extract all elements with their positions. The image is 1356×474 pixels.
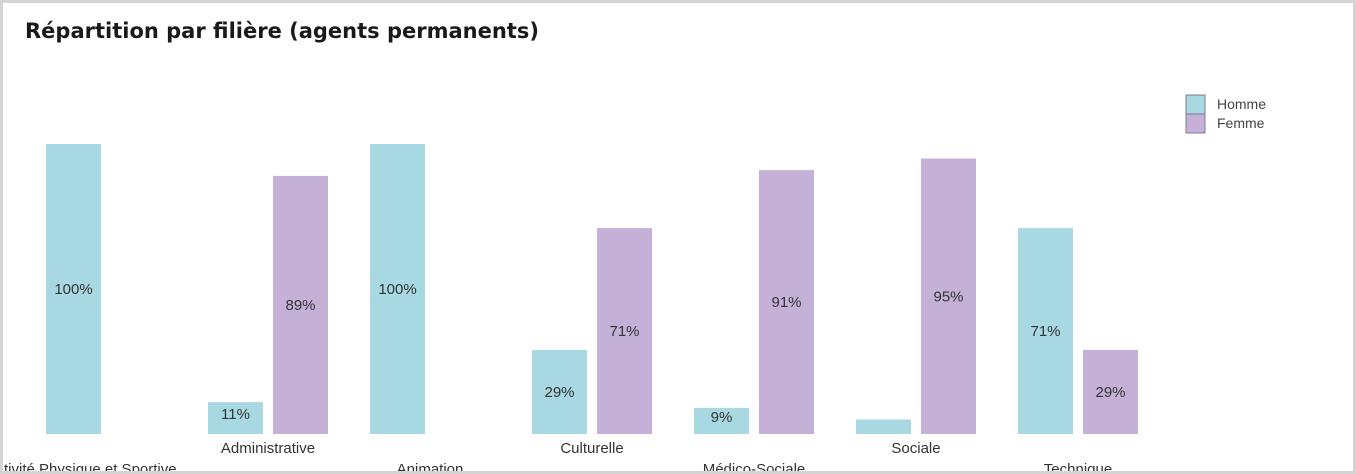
x-tick-label: Animation	[397, 461, 464, 471]
data-label: 29%	[1095, 384, 1125, 401]
x-tick-label: Médico-Sociale	[703, 461, 806, 471]
bar-femme	[921, 158, 976, 434]
data-label: 11%	[221, 406, 250, 423]
data-label: 100%	[378, 281, 416, 298]
bar-homme	[532, 349, 587, 434]
bar-homme	[856, 419, 911, 434]
x-tick-label: Sociale	[891, 440, 940, 457]
chart-title: Répartition par filière (agents permanen…	[25, 19, 539, 43]
bar-homme	[46, 144, 101, 434]
bar-femme	[273, 175, 328, 434]
x-tick-label: tivité Physique et Sportive	[4, 461, 177, 471]
data-label: 29%	[544, 384, 574, 401]
bar-homme	[370, 144, 425, 434]
x-tick-label: Culturelle	[560, 440, 623, 457]
bar-homme	[208, 402, 263, 434]
data-label: 91%	[771, 294, 801, 311]
x-tick-label: Administrative	[221, 440, 315, 457]
bar-femme	[1083, 349, 1138, 434]
data-label: 71%	[1030, 323, 1060, 340]
data-label: 71%	[609, 323, 639, 340]
legend-swatch-homme	[1185, 94, 1206, 115]
data-label: 100%	[54, 281, 92, 298]
data-label: 9%	[711, 409, 733, 426]
bar-homme	[1018, 228, 1073, 434]
data-label: 95%	[933, 288, 963, 305]
legend-label: Femme	[1217, 115, 1265, 131]
data-label: 89%	[285, 297, 315, 314]
bar-homme	[694, 407, 749, 434]
x-tick-label: Technique	[1044, 461, 1112, 471]
bar-chart: 100% tivité Physique et Sportive 11% 89% Adm…	[4, 94, 1266, 471]
bar-femme	[759, 170, 814, 434]
legend-label: Homme	[1217, 96, 1266, 112]
legend-swatch-femme	[1185, 113, 1206, 134]
bar-femme	[597, 228, 652, 434]
